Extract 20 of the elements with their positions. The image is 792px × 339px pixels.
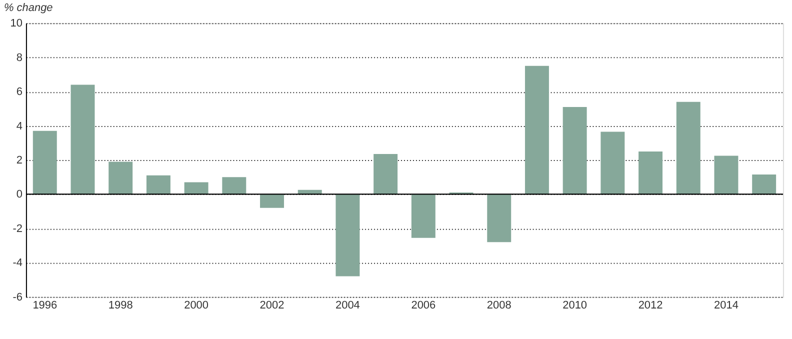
y-tick-label: 6 xyxy=(16,86,22,98)
y-tick-label: -6 xyxy=(12,291,22,304)
y-tick-label: 4 xyxy=(16,120,22,132)
y-tick-label: -2 xyxy=(12,222,22,235)
y-axis-title: % change xyxy=(4,2,53,14)
x-tick-label: 2006 xyxy=(411,299,436,312)
x-tick-label: 2012 xyxy=(638,299,663,312)
x-tick-label: 1996 xyxy=(32,299,58,312)
y-tick-label: 0 xyxy=(16,188,22,201)
x-tick-label: 1998 xyxy=(108,299,133,312)
y-tick-label: 8 xyxy=(16,52,22,64)
x-tick-label: 2008 xyxy=(486,299,512,312)
x-tick-label: 2014 xyxy=(714,299,738,312)
y-tick-label: -4 xyxy=(12,257,22,270)
x-tick-label: 2004 xyxy=(336,299,360,312)
y-tick-label: 10 xyxy=(10,18,22,30)
y-tick-label: 2 xyxy=(16,154,22,166)
x-tick-label: 2002 xyxy=(260,299,284,312)
x-tick-label: 2000 xyxy=(184,299,209,312)
x-tick-label: 2010 xyxy=(562,299,588,312)
